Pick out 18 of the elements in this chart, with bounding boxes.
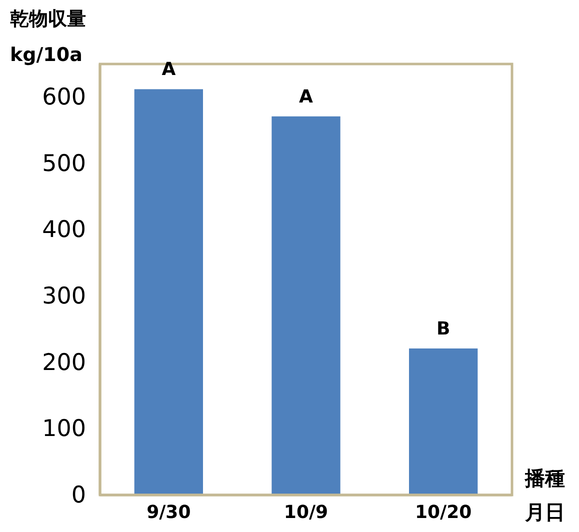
annotation: A: [162, 59, 176, 80]
y-tick-label: 500: [42, 150, 86, 177]
y-tick-label: 100: [42, 416, 86, 442]
x-axis-title: 播種月日: [524, 466, 565, 524]
annotation: A: [299, 86, 314, 108]
y-tick-label: 0: [71, 482, 86, 508]
y-tick-label: 200: [42, 350, 86, 376]
y-tick-label: 400: [42, 217, 86, 244]
y-tick-label: 300: [42, 283, 86, 310]
x-tick-label: 10/20: [414, 502, 472, 523]
bar: [272, 116, 340, 495]
y-axis-title: 乾物収量 kg/10a: [10, 8, 86, 66]
x-tick-label: 10/9: [284, 502, 328, 523]
bar: [134, 89, 203, 495]
y-tick-label: 600: [42, 84, 86, 111]
bar: [409, 348, 478, 495]
x-tick-label: 9/30: [146, 502, 191, 523]
annotation: B: [436, 318, 450, 340]
